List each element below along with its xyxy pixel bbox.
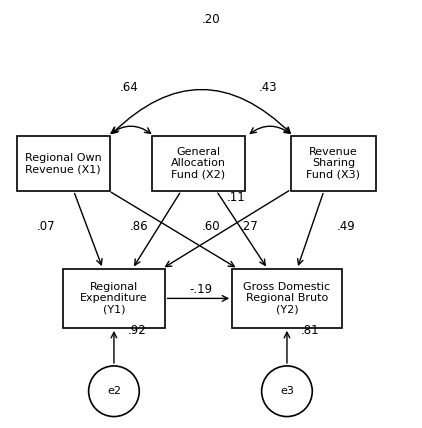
Text: .11: .11 — [227, 190, 246, 204]
Text: .07: .07 — [37, 220, 56, 233]
Text: .27: .27 — [240, 220, 258, 233]
Text: Revenue
Sharing
Fund (X3): Revenue Sharing Fund (X3) — [306, 147, 360, 180]
Text: .81: .81 — [301, 324, 319, 336]
Text: .86: .86 — [130, 220, 149, 233]
Text: .43: .43 — [259, 81, 277, 94]
Text: e3: e3 — [280, 386, 294, 396]
Text: e2: e2 — [107, 386, 121, 396]
Text: .64: .64 — [119, 81, 138, 94]
FancyBboxPatch shape — [63, 269, 165, 328]
Text: .92: .92 — [128, 324, 146, 336]
Text: Gross Domestic
Regional Bruto
(Y2): Gross Domestic Regional Bruto (Y2) — [243, 282, 330, 315]
FancyBboxPatch shape — [17, 136, 110, 191]
Text: .60: .60 — [202, 220, 220, 233]
Circle shape — [89, 366, 139, 416]
Circle shape — [262, 366, 312, 416]
Text: Regional Own
Revenue (X1): Regional Own Revenue (X1) — [25, 152, 102, 174]
Text: .20: .20 — [202, 13, 220, 27]
Text: Regional
Expenditure
(Y1): Regional Expenditure (Y1) — [80, 282, 148, 315]
FancyBboxPatch shape — [152, 136, 245, 191]
FancyBboxPatch shape — [232, 269, 342, 328]
Text: .49: .49 — [337, 220, 355, 233]
FancyBboxPatch shape — [291, 136, 376, 191]
Text: -.19: -.19 — [189, 283, 212, 297]
Text: General
Allocation
Fund (X2): General Allocation Fund (X2) — [171, 147, 226, 180]
